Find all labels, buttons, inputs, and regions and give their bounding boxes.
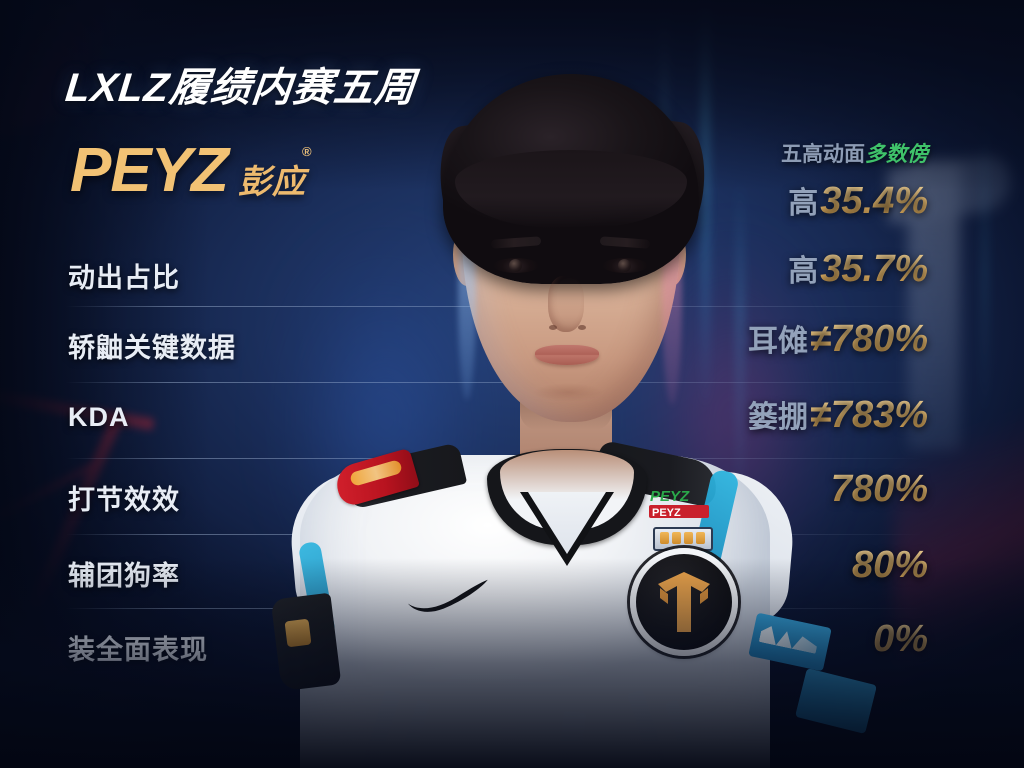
stat-value-prefix: 高 xyxy=(788,187,819,220)
player-mouth xyxy=(535,345,599,365)
svg-text:PEYZ: PEYZ xyxy=(652,507,681,519)
stat-value-number: 35.7% xyxy=(820,248,928,290)
rank-header: 五高动面多数傍 xyxy=(781,138,928,168)
stat-row: KDA 篓掤≠783% xyxy=(0,382,1024,456)
stat-value-number: 780% xyxy=(830,468,928,510)
player-name: PEYZ xyxy=(70,136,228,205)
stat-value-number: 35.4% xyxy=(820,180,928,222)
stat-row: 轿鼬关键数据 耳傩≠780% xyxy=(0,306,1024,380)
stat-value-prefix: 篓掤 xyxy=(747,401,808,434)
stat-value-prefix: 耳傩 xyxy=(747,325,808,358)
stat-label: 打节效效 xyxy=(68,485,180,515)
player-name-trademark: ® xyxy=(302,144,312,159)
stat-value-prefix: 高 xyxy=(788,255,819,288)
stat-value: 780% xyxy=(829,468,928,511)
rank-header-highlight: 多数傍 xyxy=(865,143,928,166)
stat-row: 高35.4% xyxy=(0,168,1024,242)
player-name-chinese: 彭应 xyxy=(237,163,306,200)
stat-value: 篓掤≠783% xyxy=(748,392,928,437)
stat-value-number: ≠783% xyxy=(809,394,928,436)
stat-value-number: ≠780% xyxy=(809,318,928,360)
player-nose xyxy=(548,276,584,332)
svg-text:PEYZ: PEYZ xyxy=(650,488,690,505)
rank-header-label: 五高动面 xyxy=(781,143,865,166)
background-bottom-shade xyxy=(0,558,1024,768)
stat-label: 轿鼬关键数据 xyxy=(68,333,236,363)
stat-row: 动出占比 高35.7% xyxy=(0,236,1024,310)
stat-value: 高35.7% xyxy=(788,246,928,291)
stat-value: 高35.4% xyxy=(788,178,928,223)
stat-value: 耳傩≠780% xyxy=(748,316,928,361)
league-title: LXLZ履绩内赛五周 xyxy=(63,66,418,110)
stat-label: 动出占比 xyxy=(68,263,180,293)
stat-label: KDA xyxy=(68,402,130,432)
stat-row-divider xyxy=(66,382,922,383)
player-name-row: PEYZ ® 彭应 xyxy=(70,136,312,205)
jersey-name-patch: PEYZ PEYZ xyxy=(646,484,722,524)
